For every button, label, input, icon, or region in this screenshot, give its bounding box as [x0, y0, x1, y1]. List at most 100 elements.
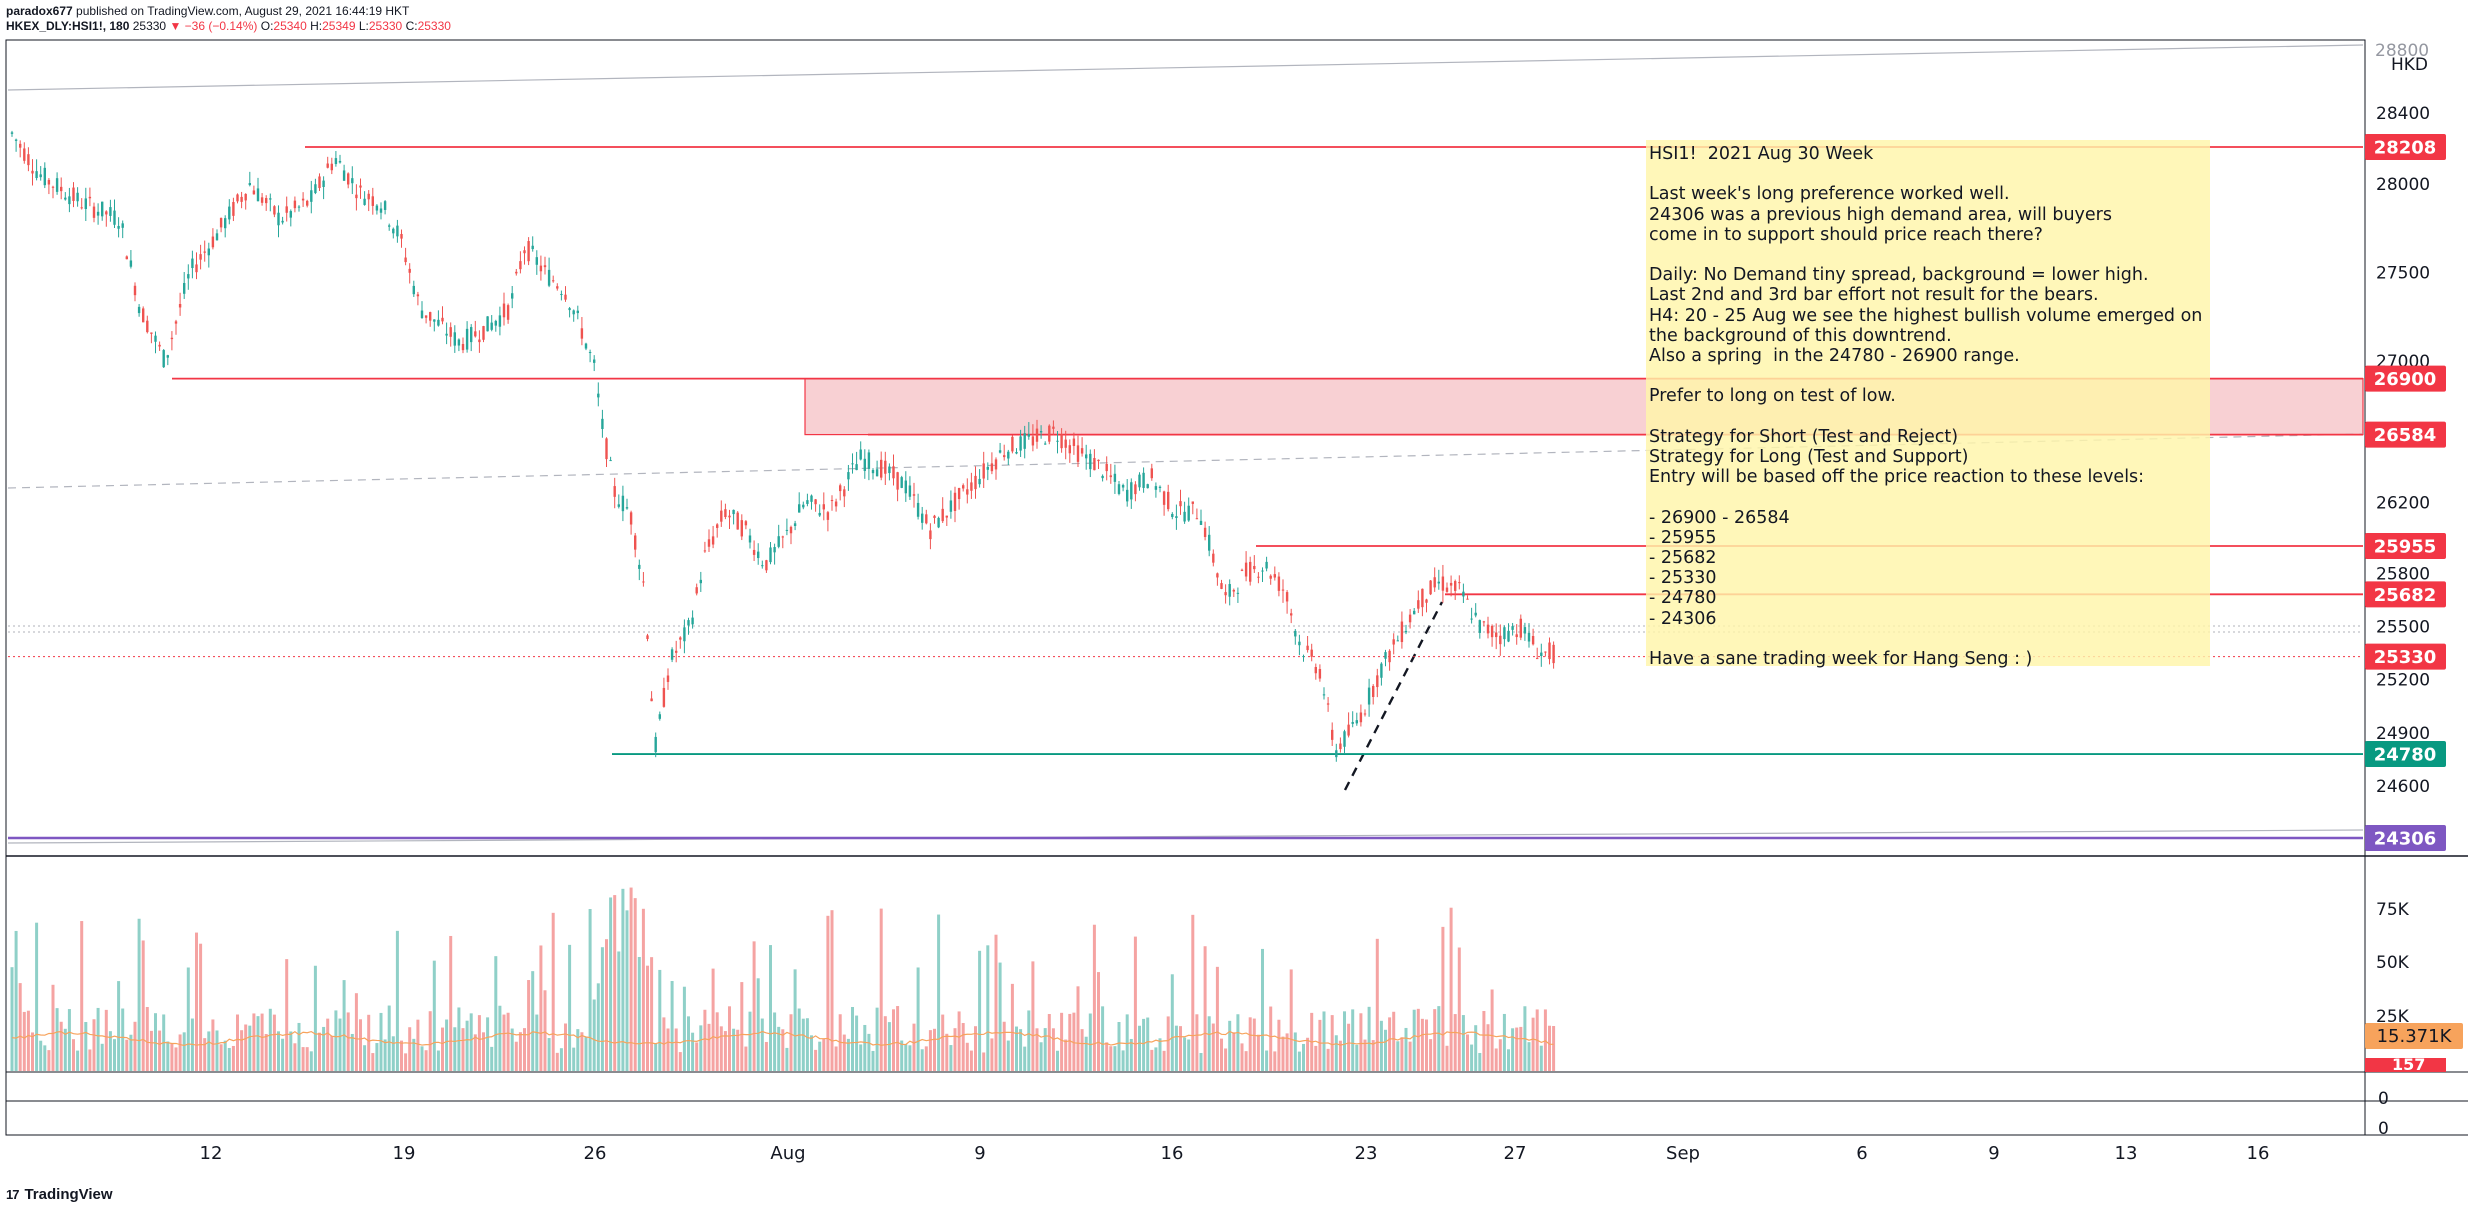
candle-body [228, 206, 231, 220]
volume-bar [379, 1012, 383, 1071]
candle-body [851, 463, 854, 465]
candle-body [92, 206, 96, 218]
volume-bar [818, 1041, 822, 1071]
note-line: Prefer to long on test of low. [1649, 386, 1896, 407]
volume-bar [879, 908, 883, 1071]
candle-body [170, 337, 174, 340]
candle-body [224, 218, 227, 229]
volume-bar [760, 1018, 764, 1071]
low-value: 25330 [368, 19, 403, 33]
volume-bar [1162, 1050, 1166, 1071]
volume-bar [1445, 1045, 1449, 1071]
volume-bar [1543, 1009, 1547, 1071]
volume-bar [334, 1010, 338, 1071]
volume-bar [1150, 1049, 1154, 1071]
upper-trendline [7, 44, 2364, 91]
candle-body [1503, 627, 1506, 640]
volume-bar [1211, 1023, 1215, 1071]
candle-body [531, 245, 534, 250]
candle-body [793, 523, 797, 527]
volume-bar [1232, 1032, 1236, 1071]
volume-bar [1375, 938, 1379, 1071]
candle-body [781, 536, 784, 538]
candle-body [871, 469, 875, 474]
note-line: Last week's long preference worked well. [1649, 184, 2010, 205]
candle-body [1220, 583, 1223, 589]
candle-body [47, 179, 51, 185]
volume-bar [551, 912, 555, 1071]
volume-bar [1379, 1020, 1383, 1071]
candle-body [363, 198, 366, 205]
candle-body [568, 308, 571, 311]
candle-body [1433, 577, 1436, 588]
author-name[interactable]: paradox677 [6, 4, 73, 18]
candle-body [1462, 591, 1465, 597]
candle-body [1228, 584, 1231, 597]
note-line: Also a spring in the 24780 - 26900 range… [1649, 346, 2020, 366]
note-line: the background of this downtrend. [1649, 325, 1952, 346]
volume-tick-label: 25K [2376, 1007, 2410, 1027]
volume-bar [207, 1031, 211, 1071]
candle-body [379, 208, 383, 213]
candle-body [199, 254, 202, 260]
analysis-note[interactable]: HSI1! 2021 Aug 30 Week Last week's long p… [1646, 140, 2210, 669]
candle-body [474, 331, 477, 337]
candle-body [843, 489, 846, 497]
note-line [1649, 407, 2210, 427]
volume-bar [473, 1034, 477, 1071]
tradingview-icon: 17 [6, 1187, 20, 1202]
volume-bar [945, 1033, 949, 1071]
volume-bar [633, 898, 637, 1071]
volume-bar [523, 1028, 526, 1071]
volume-bar [346, 1012, 350, 1071]
volume-bar [695, 1042, 699, 1071]
note-line: - 24306 [1649, 608, 1717, 629]
close-value: 25330 [417, 19, 451, 33]
candle-body [1249, 561, 1252, 582]
candle-body [1134, 484, 1137, 495]
candle-body [96, 211, 100, 216]
candle-body [1187, 505, 1190, 521]
candle-body [1003, 455, 1006, 458]
candle-body [523, 250, 526, 254]
volume-bar [412, 1038, 416, 1071]
volume-bar [883, 1016, 887, 1071]
candle-body [1552, 644, 1555, 664]
volume-bar [22, 1011, 26, 1071]
price-tag-bg [2365, 741, 2446, 768]
candle-body [1216, 573, 1219, 578]
candle-body [1527, 632, 1531, 642]
volume-bar [1183, 1037, 1187, 1071]
candle-body [404, 257, 407, 263]
volume-bar [1068, 1013, 1072, 1071]
volume-bar [301, 1047, 305, 1071]
volume-bar [859, 1044, 863, 1071]
candle-body [720, 510, 723, 522]
volume-bar [855, 1015, 859, 1071]
candle-body [1380, 663, 1383, 678]
candle-body [990, 463, 994, 472]
volume-bar [580, 1032, 584, 1071]
volume-bar [1466, 1034, 1469, 1071]
volume-tick-label: 50K [2376, 953, 2410, 973]
candle-body [183, 282, 186, 294]
candle-body [1015, 451, 1018, 454]
candle-body [265, 198, 268, 204]
candle-body [318, 176, 321, 189]
date-tick-label: 16 [1161, 1143, 1184, 1164]
candle-body [1027, 434, 1030, 437]
volume-bar [1490, 989, 1494, 1071]
candle-body [1519, 618, 1522, 638]
price-tag-bg [2365, 365, 2446, 392]
candle-body [855, 464, 858, 471]
candle-body [445, 333, 448, 336]
tradingview-logo[interactable]: 17 TradingView [6, 1186, 113, 1203]
candle-body [785, 529, 789, 531]
volume-bar [699, 1025, 703, 1071]
candle-body [1367, 687, 1371, 705]
candle-body [187, 274, 190, 279]
candle-body [1068, 445, 1071, 454]
candle-body [1363, 713, 1367, 715]
candles[interactable] [10, 130, 1555, 762]
volume-bar [912, 1023, 916, 1071]
